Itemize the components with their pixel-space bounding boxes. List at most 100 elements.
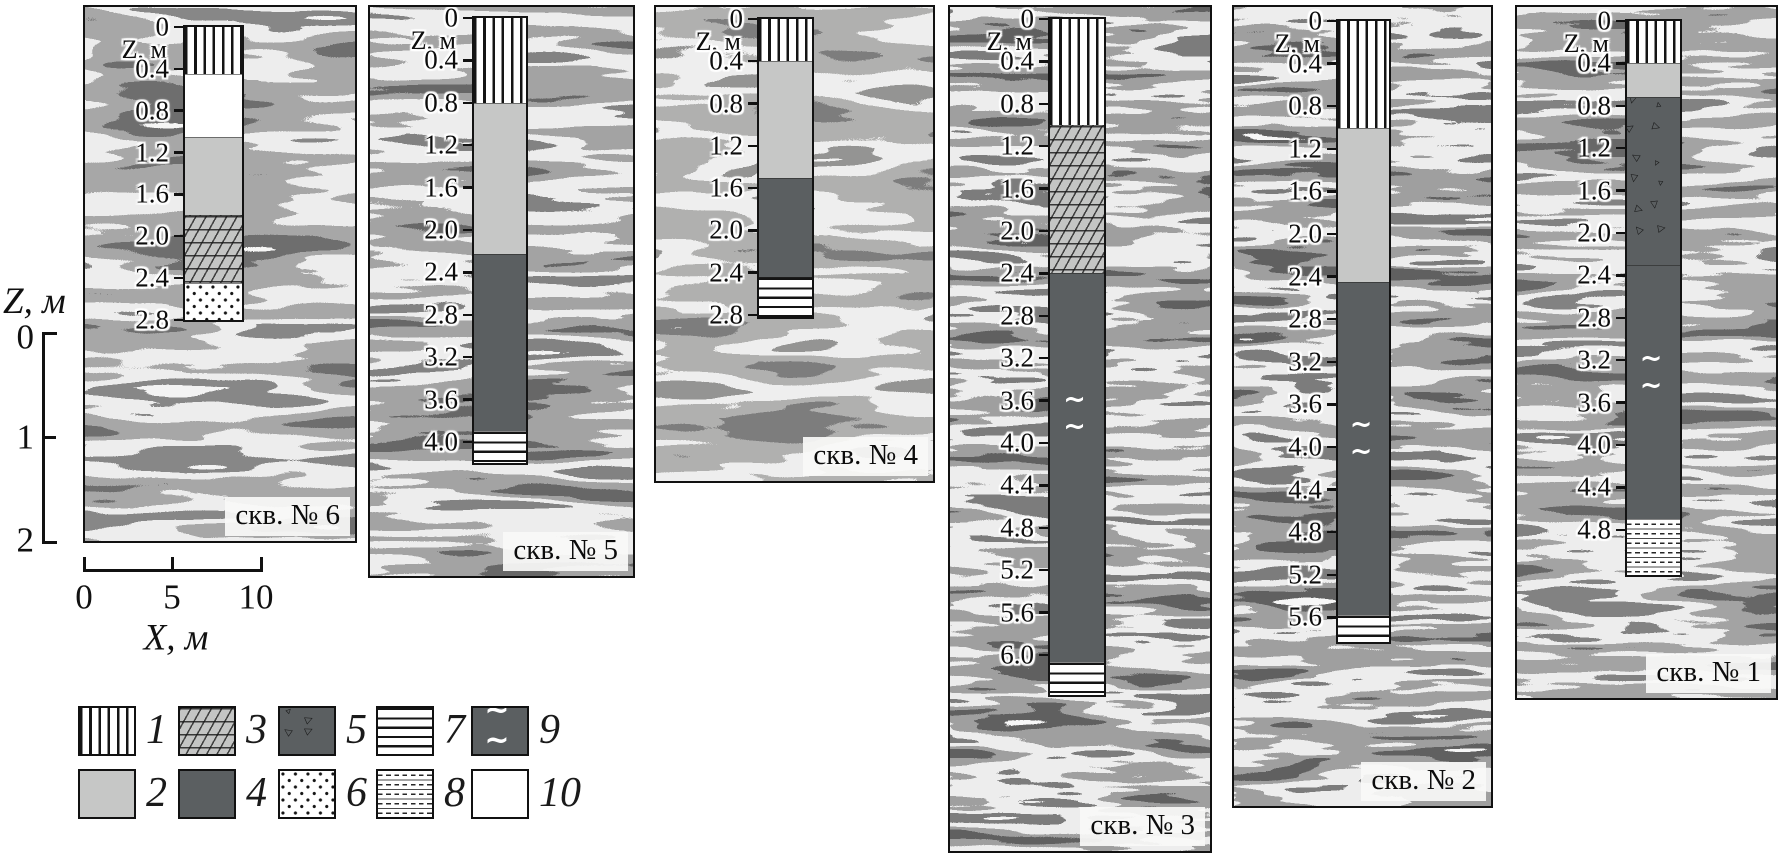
depth-tick-label: 0.8 <box>424 87 458 118</box>
depth-tick-label: 2.8 <box>1288 303 1322 334</box>
lithology-layer-pattern-1 <box>1627 21 1680 64</box>
lithology-layer-pattern-1 <box>474 18 526 103</box>
lithology-layer-pattern-2 <box>185 136 242 216</box>
radargram-panel: Z, м 0 0.4 0.8 1.2 1.6 2.0 2.4 2.8 3.2 3.6 4.0 4.4 4.… <box>1232 5 1493 808</box>
panel-depth-axis-title: Z, м <box>121 35 167 64</box>
lithology-layer-pattern-3 <box>185 215 242 284</box>
depth-tick-label: 1.2 <box>1288 133 1322 164</box>
depth-tick-label: 2.4 <box>1288 261 1322 292</box>
lithology-layer-pattern-7 <box>1338 615 1389 642</box>
depth-tick-label: 0.8 <box>709 88 743 119</box>
depth-tick-label: 3.2 <box>1000 342 1034 373</box>
water-table-tilde-icon: ~ ~ <box>484 706 516 756</box>
panel-depth-axis-title: Z, м <box>410 26 456 55</box>
depth-tick-label: 3.2 <box>424 341 458 372</box>
depth-tick-mark <box>748 271 757 274</box>
depth-tick-label: 2.0 <box>1288 218 1322 249</box>
z-axis-tickmark <box>42 436 56 439</box>
depth-tick-mark <box>1616 62 1625 65</box>
legend-swatch-water-table-tilde: ~ ~ <box>471 706 529 756</box>
depth-tick-mark <box>463 440 472 444</box>
legend-number: 4 <box>246 770 267 816</box>
legend-number: 6 <box>346 770 367 816</box>
depth-tick-mark <box>748 144 757 148</box>
depth-tick-mark <box>1327 445 1336 449</box>
depth-tick-label: 4.0 <box>424 426 458 457</box>
lithology-layer-pattern-6 <box>185 283 242 320</box>
x-axis-tickmark <box>260 557 263 571</box>
legend-number: 5 <box>346 707 367 753</box>
legend-swatch-dashed-horizontal-lines <box>376 769 434 819</box>
triangle-glyph: ▿ <box>1656 178 1664 190</box>
x-axis-tick-5: 5 <box>163 577 181 617</box>
depth-tick-label: 0.4 <box>1288 48 1322 79</box>
legend-number: 1 <box>146 707 167 753</box>
depth-tick-label: 1.2 <box>135 137 169 168</box>
depth-tick-mark <box>1327 275 1336 278</box>
depth-tick-mark <box>1327 190 1336 193</box>
depth-tick-label: 2.8 <box>1577 302 1611 333</box>
depth-tick-label: 0.4 <box>135 53 169 84</box>
depth-tick-mark <box>174 25 183 29</box>
z-axis-tickmark <box>42 332 57 335</box>
triangle-glyph: ▷ <box>1647 200 1660 210</box>
lithology-layer-pattern-1 <box>1050 19 1104 125</box>
depth-tick-label: 2.0 <box>1577 217 1611 248</box>
depth-tick-mark <box>1039 441 1048 445</box>
depth-tick-mark <box>1039 526 1048 529</box>
lithology-layer-pattern-8 <box>1627 519 1680 576</box>
depth-tick-mark <box>463 271 472 274</box>
depth-tick-mark <box>1616 231 1625 235</box>
depth-tick-label: 2.8 <box>709 299 743 330</box>
depth-tick-label: 0.8 <box>1000 88 1034 119</box>
depth-tick-mark <box>1327 105 1336 108</box>
depth-tick-label: 6.0 <box>1000 639 1034 670</box>
depth-tick-mark <box>174 109 183 112</box>
legend-number: 3 <box>246 707 267 753</box>
depth-tick-label: 2.0 <box>709 214 743 245</box>
triangle-glyph: ◁ <box>1627 97 1639 106</box>
depth-tick-label: 2.8 <box>1000 300 1034 331</box>
lithology-layer-pattern-7 <box>1050 662 1104 696</box>
borehole-column <box>757 17 814 320</box>
depth-tick-mark <box>174 151 183 154</box>
z-axis-tick-2: 2 <box>16 520 35 560</box>
depth-tick-mark <box>748 60 757 63</box>
depth-tick-mark <box>463 228 472 232</box>
depth-tick-mark <box>1327 62 1336 65</box>
water-table-tilde-icon: ~ ~ <box>1639 343 1668 402</box>
depth-tick-mark <box>1327 232 1336 236</box>
x-axis-tick-10: 10 <box>238 577 274 617</box>
legend-swatch-dots <box>278 769 336 819</box>
depth-tick-mark <box>1039 357 1048 360</box>
x-axis-tickmark <box>171 557 174 571</box>
depth-tick-mark <box>463 59 472 62</box>
depth-tick-label: 0.4 <box>1577 47 1611 78</box>
depth-tick-label: 3.2 <box>1577 344 1611 375</box>
depth-tick-label: 3.2 <box>1288 346 1322 377</box>
depth-tick-label: 0.4 <box>709 45 743 76</box>
lithology-layer-pattern-2 <box>759 61 812 178</box>
legend-number: 9 <box>539 707 560 753</box>
triangle-glyph: △ <box>1632 222 1646 236</box>
radargram-panel: Z, м 0 0.4 0.8 1.2 1.6 2.0 2.4 2.8 3.2 3.6 4.0 скв. … <box>368 5 635 578</box>
depth-tick-label: 5.6 <box>1000 597 1034 628</box>
lithology-layer-pattern-7 <box>759 276 812 318</box>
depth-tick-mark <box>463 356 472 359</box>
x-axis-tickmark <box>83 557 86 571</box>
depth-tick-mark <box>1039 484 1048 487</box>
legend-swatch-diagonal-hachure <box>178 706 236 756</box>
lithology-layer-pattern-10 <box>185 74 242 137</box>
borehole-column <box>472 16 528 466</box>
depth-tick-label: 1.6 <box>709 172 743 203</box>
well-label: скв. № 1 <box>1646 653 1771 693</box>
radargram-panel: Z, м 0 0.4 0.8 1.2 1.6 2.0 2.4 2.8 3.2 3.6 4.0 4.4 4.… <box>1515 5 1778 700</box>
depth-tick-label: 3.6 <box>1000 385 1034 416</box>
depth-tick-mark <box>1616 486 1625 489</box>
depth-tick-mark <box>1616 189 1625 192</box>
depth-tick-label: 4.0 <box>1000 427 1034 458</box>
depth-tick-label: 0 <box>729 5 744 34</box>
depth-tick-label: 4.8 <box>1000 512 1034 543</box>
depth-tick-label: 2.0 <box>135 220 169 251</box>
depth-tick-mark <box>1039 314 1048 317</box>
